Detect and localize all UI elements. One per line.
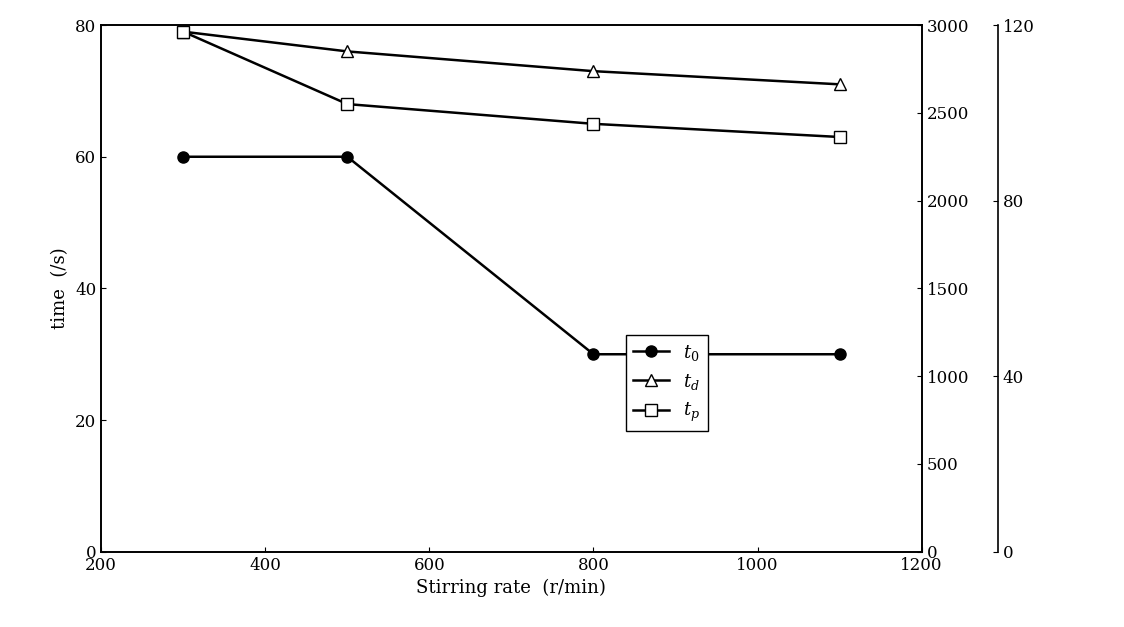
Legend: $t_0$, $t_d$, $t_p$: $t_0$, $t_d$, $t_p$ xyxy=(626,335,707,431)
Y-axis label: time  (/s): time (/s) xyxy=(52,248,70,329)
X-axis label: Stirring rate  (r/min): Stirring rate (r/min) xyxy=(417,579,606,598)
